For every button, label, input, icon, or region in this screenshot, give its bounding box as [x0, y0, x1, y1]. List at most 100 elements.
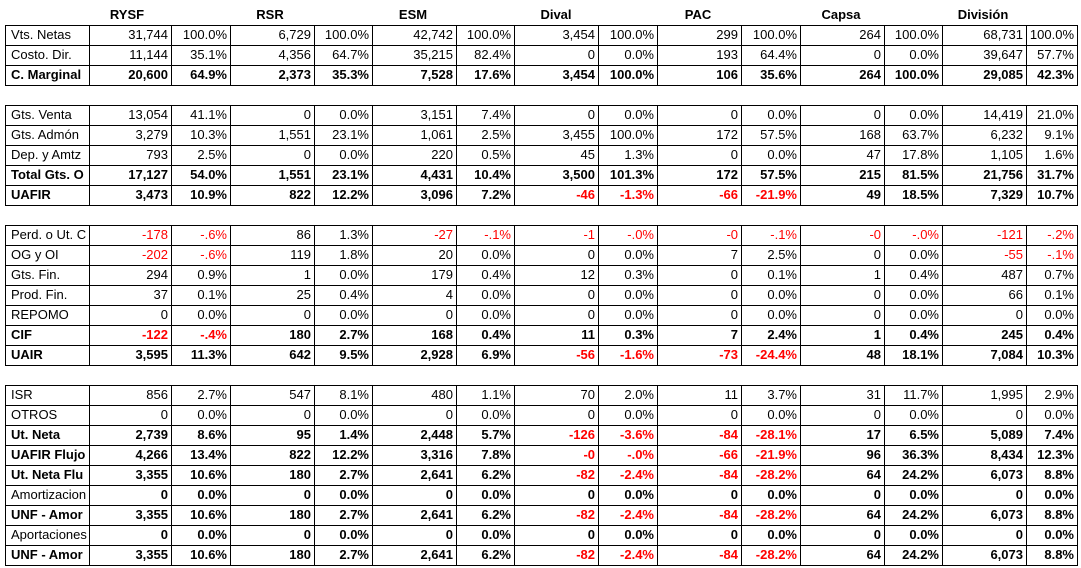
percent-cell[interactable]: 2.0% — [624, 387, 654, 402]
value-cell[interactable]: 64 — [866, 507, 881, 522]
value-cell[interactable]: 119 — [290, 247, 311, 262]
value-cell[interactable]: 0 — [587, 307, 595, 322]
value-cell[interactable]: 220 — [431, 147, 453, 162]
percent-cell[interactable]: 10.4% — [474, 167, 511, 182]
percent-cell[interactable]: 3.7% — [767, 387, 797, 402]
percent-cell[interactable]: 0.9% — [197, 267, 227, 282]
percent-cell[interactable]: 23.1% — [332, 167, 369, 182]
value-cell[interactable]: 0 — [587, 527, 595, 542]
value-cell[interactable]: 3,595 — [135, 347, 168, 362]
value-cell[interactable]: 6,232 — [990, 127, 1023, 142]
value-cell[interactable]: 17 — [866, 427, 881, 442]
percent-cell[interactable]: 18.1% — [902, 347, 939, 362]
value-cell[interactable]: 6,073 — [990, 547, 1023, 562]
value-cell[interactable]: -84 — [719, 467, 738, 482]
percent-cell[interactable]: 42.3% — [1037, 67, 1074, 82]
value-cell[interactable]: 3,355 — [135, 547, 168, 562]
percent-cell[interactable]: 81.5% — [902, 167, 939, 182]
percent-cell[interactable]: 0.0% — [197, 307, 227, 322]
value-cell[interactable]: -46 — [576, 187, 595, 202]
row-label[interactable]: Ut. Neta — [11, 427, 61, 442]
percent-cell[interactable]: 57.7% — [1037, 47, 1074, 62]
percent-cell[interactable]: -.4% — [200, 327, 227, 342]
percent-cell[interactable]: 0.0% — [909, 527, 939, 542]
percent-cell[interactable]: 0.0% — [339, 267, 369, 282]
value-cell[interactable]: 45 — [580, 147, 595, 162]
value-cell[interactable]: 3,316 — [420, 447, 453, 462]
value-cell[interactable]: 70 — [580, 387, 595, 402]
percent-cell[interactable]: 23.1% — [332, 127, 369, 142]
percent-cell[interactable]: 100.0% — [324, 27, 369, 42]
percent-cell[interactable]: 35.6% — [760, 67, 797, 82]
value-cell[interactable]: 0 — [587, 47, 595, 62]
value-cell[interactable]: 0 — [1015, 307, 1023, 322]
row-label[interactable]: Total Gts. O — [11, 167, 84, 182]
percent-cell[interactable]: 57.5% — [760, 127, 797, 142]
percent-cell[interactable]: 0.0% — [624, 47, 654, 62]
percent-cell[interactable]: 0.0% — [767, 407, 797, 422]
value-cell[interactable]: 264 — [859, 27, 881, 42]
row-label[interactable]: Amortizacion — [11, 487, 87, 502]
percent-cell[interactable]: 0.0% — [624, 307, 654, 322]
percent-cell[interactable]: -1.3% — [620, 187, 654, 202]
percent-cell[interactable]: 0.4% — [481, 327, 511, 342]
value-cell[interactable]: 17,127 — [128, 167, 168, 182]
percent-cell[interactable]: 36.3% — [902, 447, 939, 462]
percent-cell[interactable]: -28.2% — [755, 547, 797, 562]
value-cell[interactable]: 0 — [160, 487, 168, 502]
percent-cell[interactable]: 0.0% — [909, 47, 939, 62]
value-cell[interactable]: 86 — [296, 227, 311, 242]
percent-cell[interactable]: 9.1% — [1044, 127, 1074, 142]
percent-cell[interactable]: 100.0% — [609, 67, 654, 82]
percent-cell[interactable]: 100.0% — [894, 67, 939, 82]
percent-cell[interactable]: 0.0% — [339, 107, 369, 122]
percent-cell[interactable]: 31.7% — [1037, 167, 1074, 182]
percent-cell[interactable]: 63.7% — [902, 127, 939, 142]
value-cell[interactable]: 0 — [1015, 527, 1023, 542]
percent-cell[interactable]: 0.0% — [767, 487, 797, 502]
value-cell[interactable]: 21,756 — [983, 167, 1023, 182]
percent-cell[interactable]: -.0% — [627, 227, 654, 242]
column-header[interactable]: ESM — [398, 7, 428, 22]
value-cell[interactable]: 4 — [445, 287, 453, 302]
value-cell[interactable]: 1,105 — [990, 147, 1023, 162]
percent-cell[interactable]: 0.0% — [481, 407, 511, 422]
value-cell[interactable]: 12 — [580, 267, 595, 282]
value-cell[interactable]: 0 — [160, 407, 168, 422]
value-cell[interactable]: 11,144 — [129, 47, 168, 62]
value-cell[interactable]: 2,373 — [278, 67, 311, 82]
percent-cell[interactable]: 0.0% — [339, 527, 369, 542]
value-cell[interactable]: 0 — [730, 267, 738, 282]
percent-cell[interactable]: 0.0% — [1044, 527, 1074, 542]
percent-cell[interactable]: -.2% — [1047, 227, 1074, 242]
value-cell[interactable]: 180 — [289, 327, 311, 342]
percent-cell[interactable]: 0.0% — [1044, 487, 1074, 502]
percent-cell[interactable]: -.1% — [484, 227, 511, 242]
value-cell[interactable]: 0 — [587, 407, 595, 422]
value-cell[interactable]: 49 — [866, 187, 881, 202]
column-header[interactable]: PAC — [684, 7, 712, 22]
percent-cell[interactable]: -.0% — [627, 447, 654, 462]
value-cell[interactable]: 0 — [303, 527, 311, 542]
value-cell[interactable]: 215 — [859, 167, 881, 182]
percent-cell[interactable]: 0.1% — [197, 287, 227, 302]
row-label[interactable]: Prod. Fin. — [11, 287, 68, 302]
percent-cell[interactable]: 0.4% — [481, 267, 511, 282]
percent-cell[interactable]: 10.7% — [1037, 187, 1074, 202]
percent-cell[interactable]: 0.0% — [624, 107, 654, 122]
value-cell[interactable]: 96 — [866, 447, 881, 462]
value-cell[interactable]: -202 — [141, 247, 168, 262]
value-cell[interactable]: 856 — [146, 387, 168, 402]
value-cell[interactable]: 0 — [445, 487, 453, 502]
percent-cell[interactable]: 0.0% — [339, 147, 369, 162]
percent-cell[interactable]: 1.8% — [339, 247, 369, 262]
value-cell[interactable]: -178 — [141, 227, 168, 242]
value-cell[interactable]: 179 — [431, 267, 453, 282]
percent-cell[interactable]: -.1% — [770, 227, 797, 242]
percent-cell[interactable]: 0.1% — [767, 267, 797, 282]
value-cell[interactable]: 5,089 — [990, 427, 1023, 442]
value-cell[interactable]: 180 — [289, 467, 311, 482]
percent-cell[interactable]: 100.0% — [609, 127, 654, 142]
percent-cell[interactable]: 100.0% — [752, 27, 797, 42]
value-cell[interactable]: 0 — [730, 487, 738, 502]
